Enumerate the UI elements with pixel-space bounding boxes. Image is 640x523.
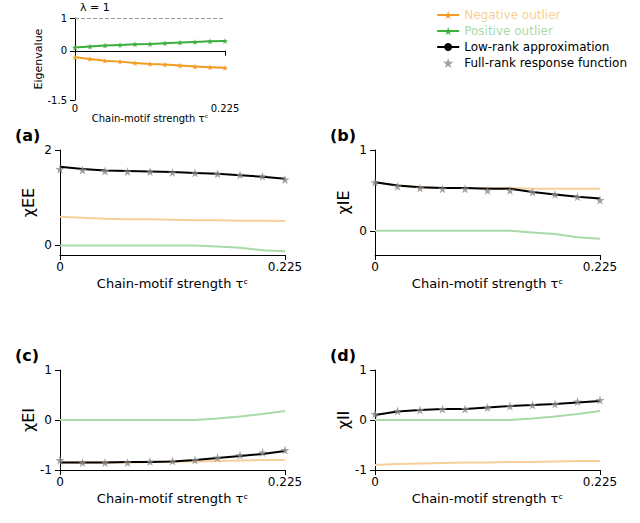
svg-text:0: 0 [56, 260, 64, 274]
svg-text:(a): (a) [15, 126, 40, 145]
svg-text:Chain-motif strength τᶜ: Chain-motif strength τᶜ [97, 491, 248, 506]
svg-text:0: 0 [371, 260, 379, 274]
svg-text:Chain-motif strength τᶜ: Chain-motif strength τᶜ [412, 276, 563, 291]
svg-text:0.225: 0.225 [583, 260, 617, 274]
svg-text:Full-rank response function: Full-rank response function [464, 56, 627, 70]
svg-text:0: 0 [44, 238, 52, 252]
svg-text:0: 0 [371, 475, 379, 489]
svg-text:0.225: 0.225 [583, 475, 617, 489]
svg-text:χIE: χIE [334, 190, 353, 214]
svg-text:Chain-motif strength τᶜ: Chain-motif strength τᶜ [92, 113, 209, 124]
svg-text:(c): (c) [15, 346, 39, 365]
svg-text:(d): (d) [330, 346, 356, 365]
svg-text:χEE: χEE [19, 188, 38, 217]
svg-text:1: 1 [44, 363, 52, 377]
svg-text:0.225: 0.225 [268, 260, 302, 274]
svg-text:Low-rank approximation: Low-rank approximation [464, 40, 609, 54]
svg-text:(b): (b) [330, 126, 356, 145]
svg-text:1: 1 [61, 13, 67, 24]
svg-text:2: 2 [44, 143, 52, 157]
svg-text:1: 1 [359, 143, 367, 157]
svg-text:0: 0 [44, 413, 52, 427]
svg-text:Positive outlier: Positive outlier [464, 24, 553, 38]
svg-text:0: 0 [61, 45, 67, 56]
svg-text:0: 0 [56, 475, 64, 489]
svg-text:Eigenvalue: Eigenvalue [32, 28, 45, 89]
svg-text:Chain-motif strength τᶜ: Chain-motif strength τᶜ [97, 276, 248, 291]
svg-text:-1.5: -1.5 [47, 95, 67, 106]
svg-text:-1: -1 [355, 463, 367, 477]
svg-text:0: 0 [359, 224, 367, 238]
svg-text:0: 0 [72, 103, 78, 114]
svg-text:Chain-motif strength τᶜ: Chain-motif strength τᶜ [412, 491, 563, 506]
svg-text:1: 1 [359, 363, 367, 377]
svg-text:0: 0 [359, 413, 367, 427]
svg-text:0.225: 0.225 [268, 475, 302, 489]
svg-text:λ = 1: λ = 1 [80, 1, 110, 14]
svg-text:Negative outlier: Negative outlier [464, 8, 560, 22]
svg-text:χEI: χEI [19, 408, 38, 432]
svg-text:χII: χII [334, 411, 353, 430]
svg-text:0.225: 0.225 [211, 103, 240, 114]
svg-text:-1: -1 [40, 463, 52, 477]
